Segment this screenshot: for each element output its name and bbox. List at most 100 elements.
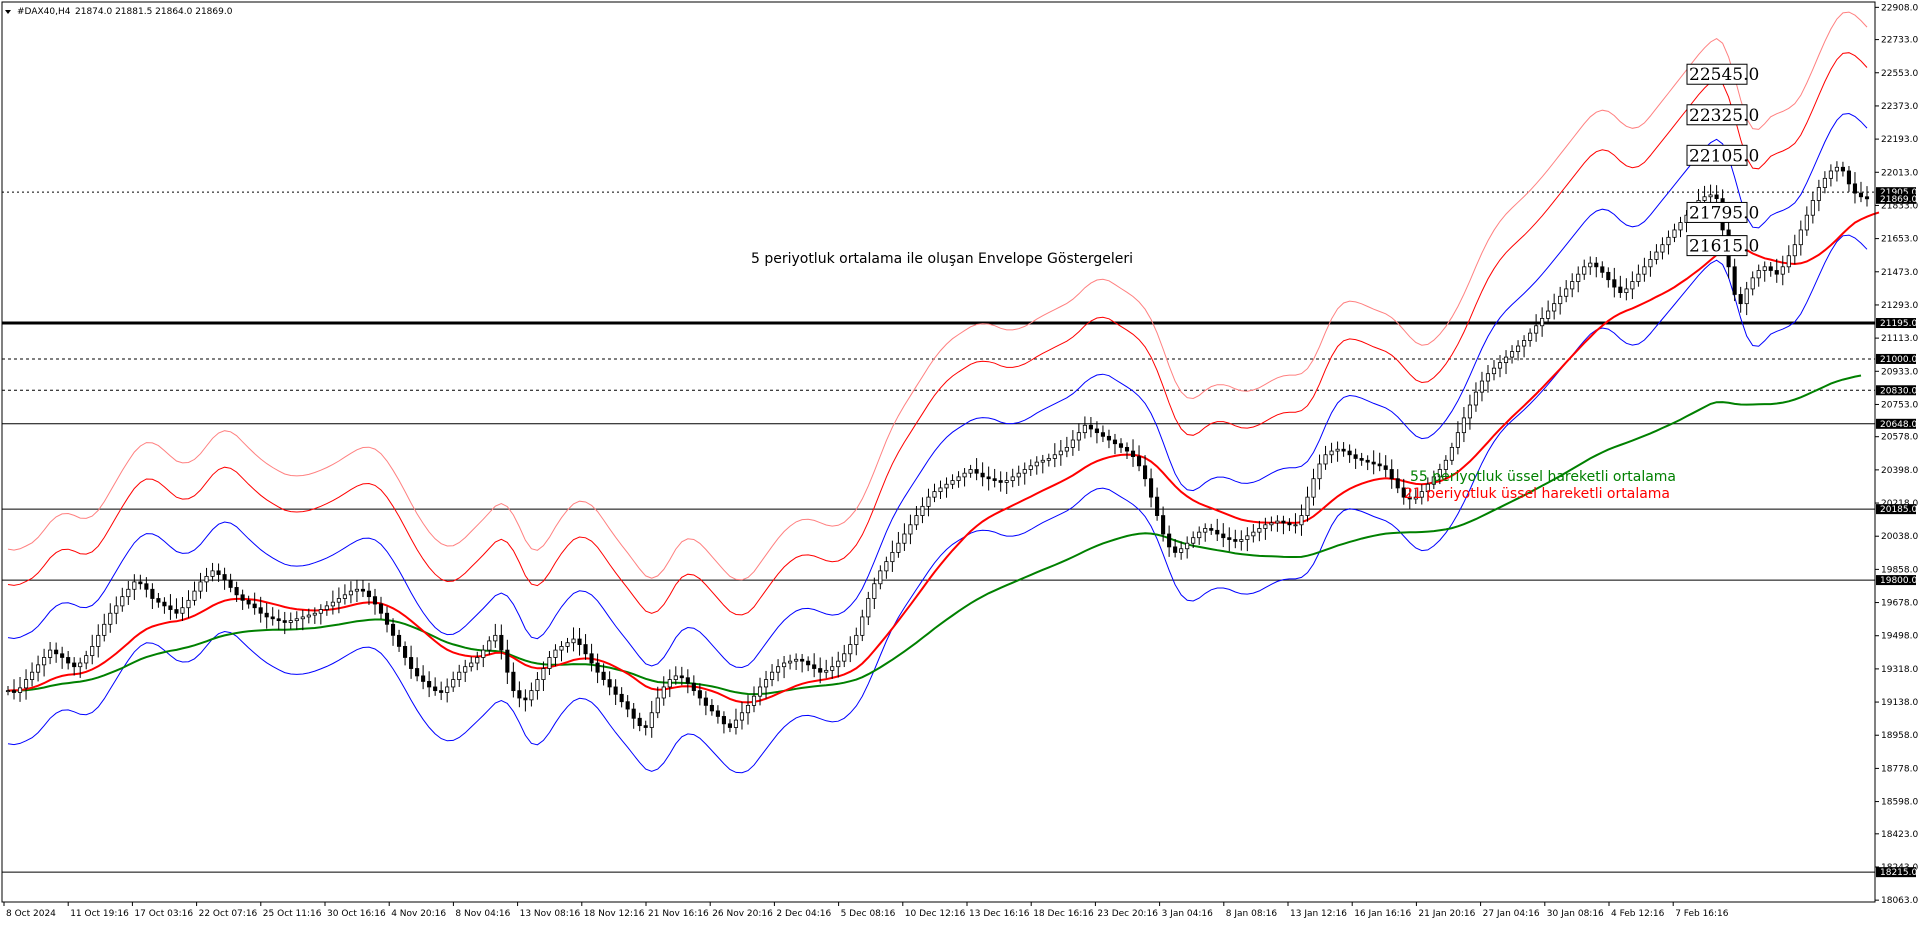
candle-body <box>1257 528 1262 533</box>
candle-body <box>1678 222 1683 231</box>
candle-body <box>1161 515 1166 535</box>
time-tick-label: 21 Jan 20:16 <box>1418 909 1475 919</box>
candle-body <box>1858 192 1864 198</box>
candle-body <box>842 653 847 662</box>
candle-body <box>1335 448 1340 452</box>
candle-body <box>1834 166 1839 172</box>
candle-body <box>132 581 137 590</box>
triangle-down-icon[interactable] <box>5 10 11 14</box>
candle-body <box>1365 459 1370 463</box>
price-tick-label: 19678.0 <box>1881 599 1918 609</box>
candle-body <box>487 640 492 651</box>
price-tick-label: 21833.0 <box>1881 201 1918 211</box>
level-price-tag: 20830.0 <box>1880 386 1917 396</box>
candle-body <box>433 686 438 692</box>
price-tick-label: 21653.0 <box>1881 235 1918 245</box>
candle-body <box>649 712 654 728</box>
price-tick-label: 19318.0 <box>1881 665 1918 675</box>
candle-body <box>66 657 71 664</box>
candle-body <box>1341 448 1346 452</box>
price-tick-label: 20753.0 <box>1881 400 1918 410</box>
level-box-label: 21795.0 <box>1689 203 1759 223</box>
level-box-label: 21615.0 <box>1689 237 1759 257</box>
candle-body <box>1383 465 1388 470</box>
candle-body <box>1594 262 1599 268</box>
ask-price-tag-bg <box>1876 187 1916 198</box>
candle-body <box>1263 524 1268 529</box>
envelope-upper-mid-line <box>7 52 1868 616</box>
ema55-line <box>8 374 1862 696</box>
candle-body <box>1744 288 1749 305</box>
candle-body <box>1245 535 1250 540</box>
candle-body <box>96 634 101 647</box>
candle-body <box>980 472 985 478</box>
candle-body <box>342 594 347 599</box>
time-tick-label: 30 Jan 08:16 <box>1547 909 1604 919</box>
candle-body <box>1118 443 1124 448</box>
price-tick-label: 19138.0 <box>1881 698 1918 708</box>
candle-body <box>1094 428 1099 434</box>
candle-body <box>36 664 41 673</box>
candle-body <box>72 662 77 668</box>
candle-body <box>902 533 907 544</box>
candle-body <box>1461 417 1466 434</box>
ohlc-label: 21874.0 21881.5 21864.0 21869.0 <box>75 7 233 17</box>
candle-body <box>1100 432 1105 437</box>
level-box-label: 22545.0 <box>1689 65 1759 85</box>
candle-body <box>1864 196 1870 200</box>
time-tick-label: 18 Dec 16:16 <box>1033 909 1094 919</box>
candle-body <box>806 660 811 666</box>
candle-body <box>878 570 883 585</box>
candle-body <box>872 583 877 599</box>
candle-body <box>992 478 997 481</box>
candle-body <box>1606 271 1611 281</box>
candle-body <box>270 616 275 620</box>
time-tick-label: 4 Nov 20:16 <box>391 909 446 919</box>
candle-body <box>1443 459 1448 470</box>
candle-body <box>763 679 769 688</box>
candle-body <box>198 581 203 592</box>
candle-body <box>589 653 594 664</box>
candle-body <box>1846 170 1852 185</box>
candle-body <box>475 657 480 664</box>
candle-body <box>890 552 895 563</box>
price-tick-label: 22908.0 <box>1881 3 1918 13</box>
candle-body <box>884 561 889 572</box>
level-box <box>1686 235 1748 257</box>
candle-body <box>535 679 540 692</box>
candle-body <box>956 476 961 481</box>
candle-body <box>372 596 378 605</box>
candle-body <box>511 671 516 692</box>
level-box <box>1686 201 1748 223</box>
candle-body <box>1503 356 1509 364</box>
candle-body <box>246 599 251 605</box>
candle-body <box>505 649 510 673</box>
candle-body <box>30 671 35 680</box>
candle-body <box>439 690 444 693</box>
candle-body <box>1570 281 1575 290</box>
candle-body <box>1287 522 1292 526</box>
candle-body <box>48 649 53 658</box>
candle-body <box>1582 266 1587 275</box>
candle-body <box>11 690 17 693</box>
candle-body <box>1389 469 1394 480</box>
price-tick-label: 20218.0 <box>1881 499 1918 509</box>
candle-body <box>1130 450 1136 458</box>
candle-body <box>445 686 450 693</box>
level-price-tag-bg <box>1876 318 1916 329</box>
candle-body <box>745 704 751 714</box>
candlesticks <box>5 161 1870 738</box>
time-axis: 8 Oct 2024 11 Oct 19:16 17 Oct 03:16 22 Oct… <box>3 902 1729 919</box>
candle-body <box>601 671 606 680</box>
candle-body <box>1022 469 1027 474</box>
envelope-lower-inner-line <box>7 234 1868 774</box>
level-price-tag: 21195.0 <box>1880 319 1917 329</box>
candle-body <box>1768 266 1773 271</box>
candle-body <box>637 717 642 727</box>
candle-body <box>1329 450 1334 456</box>
candle-body <box>812 664 817 669</box>
candle-body <box>17 687 23 693</box>
candle-body <box>192 590 197 601</box>
